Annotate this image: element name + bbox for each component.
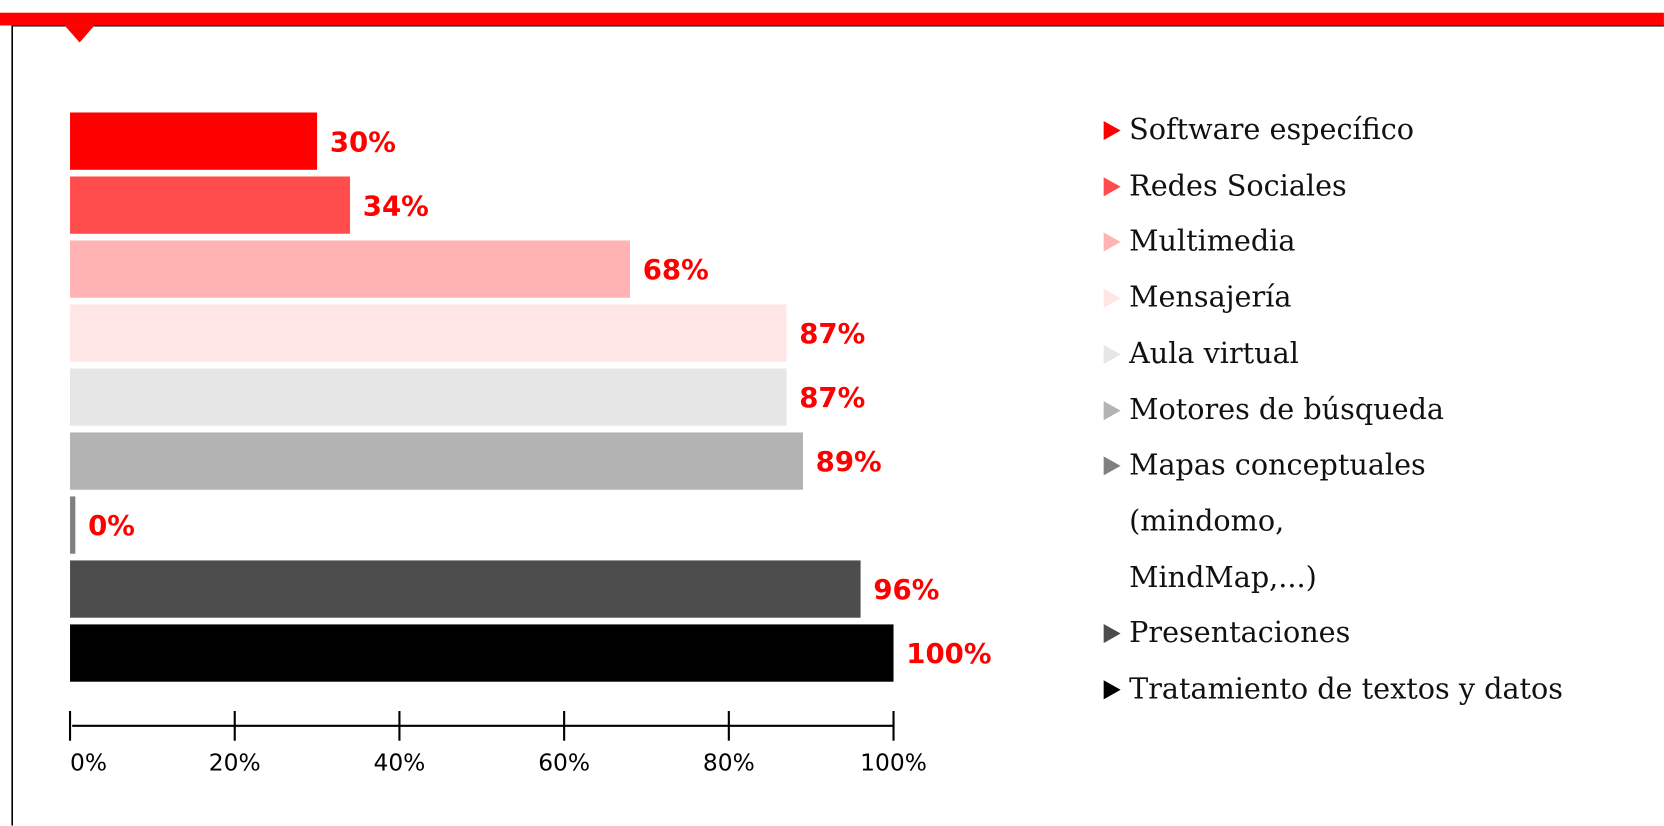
legend-label: Aula virtual <box>1129 337 1299 371</box>
bar <box>70 624 894 682</box>
x-tick-label: 20% <box>209 749 261 777</box>
legend-item: Mapas conceptuales (mindomo, MindMap,...… <box>1103 439 1469 607</box>
legend-label: Presentaciones <box>1129 616 1351 650</box>
legend-marker <box>1103 232 1121 252</box>
x-tick-label: 40% <box>374 749 426 777</box>
bar <box>70 560 861 618</box>
bar <box>70 176 351 234</box>
bar <box>70 432 803 490</box>
legend-marker <box>1103 344 1121 364</box>
x-tick-label: 0% <box>70 749 107 777</box>
value-label: 68% <box>643 253 709 286</box>
legend-marker <box>1103 288 1121 308</box>
bar <box>70 112 318 170</box>
legend-item: Multimedia <box>1103 215 1563 271</box>
legend-marker <box>1103 120 1121 141</box>
value-label: 87% <box>799 317 865 350</box>
value-label: 0% <box>88 509 135 542</box>
value-label: 100% <box>906 637 991 670</box>
bar <box>70 240 631 298</box>
x-tick-label: 60% <box>538 749 590 777</box>
legend-marker <box>1103 680 1121 700</box>
bar <box>70 368 787 426</box>
legend-marker <box>1103 400 1121 420</box>
legend-item: Presentaciones <box>1103 606 1563 662</box>
value-label: 34% <box>363 189 429 222</box>
legend-label: Redes Sociales <box>1129 169 1347 203</box>
legend-item: Mensajería <box>1103 271 1563 327</box>
legend-label: Mensajería <box>1129 281 1292 315</box>
value-label: 87% <box>799 381 865 414</box>
legend-marker <box>1103 624 1121 644</box>
legend-item: Tratamiento de textos y datos <box>1103 662 1564 718</box>
legend-label: Multimedia <box>1129 225 1296 259</box>
legend-item: Software específico <box>1103 103 1563 159</box>
top-band <box>0 12 1664 26</box>
legend-item: Redes Sociales <box>1103 159 1563 215</box>
legend-marker <box>1103 456 1121 476</box>
legend-item: Motores de búsqueda <box>1103 383 1563 439</box>
legend-label: Software específico <box>1129 113 1415 147</box>
legend-marker <box>1103 176 1121 197</box>
legend-label: Motores de búsqueda <box>1129 393 1445 427</box>
legend-label: Tratamiento de textos y datos <box>1129 672 1564 706</box>
value-label: 89% <box>816 445 882 478</box>
bar <box>70 496 76 554</box>
x-tick-label: 80% <box>703 749 755 777</box>
legend-item: Aula virtual <box>1103 327 1563 383</box>
value-label: 30% <box>330 125 396 158</box>
value-label: 96% <box>873 573 939 606</box>
legend-label: Mapas conceptuales (mindomo, MindMap,...… <box>1129 449 1426 594</box>
legend: Software específico Redes Sociales Multime… <box>1103 103 1564 718</box>
notch <box>64 25 95 43</box>
bar <box>70 304 787 362</box>
x-tick-label: 100% <box>860 749 927 777</box>
